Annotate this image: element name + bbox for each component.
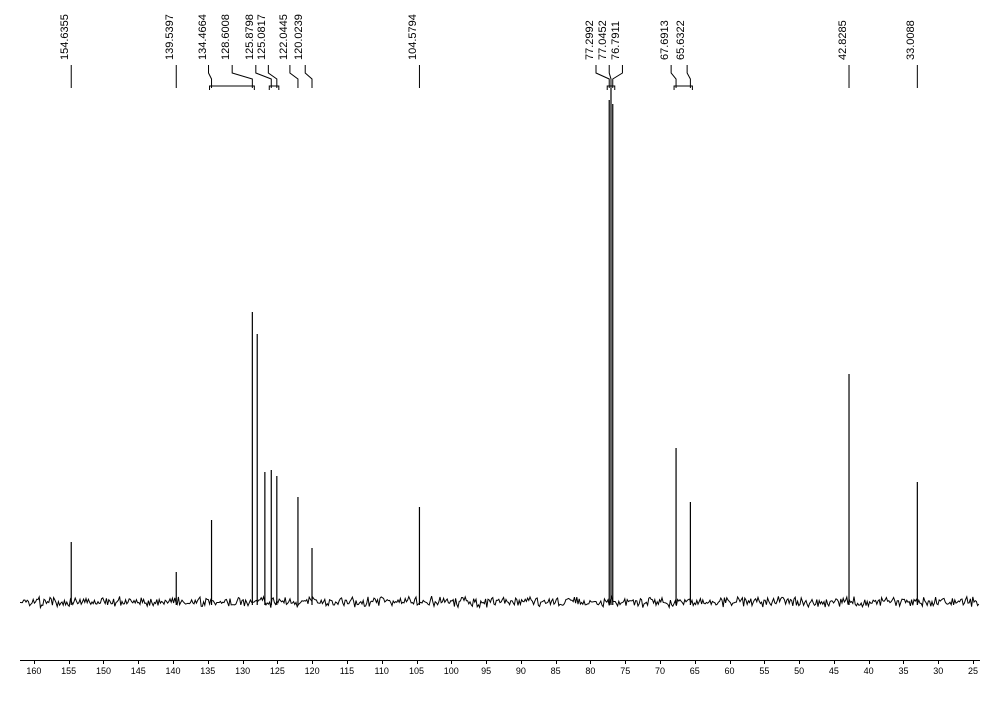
axis-tick-label: 85 (551, 666, 561, 676)
axis-tick (277, 660, 278, 664)
axis-tick (382, 660, 383, 664)
axis-tick (660, 660, 661, 664)
peak-label: 125.0817 (256, 14, 268, 60)
axis-tick-label: 60 (725, 666, 735, 676)
axis-tick-label: 110 (375, 666, 389, 676)
axis-tick (973, 660, 974, 664)
axis-tick-label: 75 (620, 666, 630, 676)
axis-tick-label: 100 (444, 666, 459, 676)
axis-tick-label: 125 (270, 666, 285, 676)
axis-tick-label: 120 (305, 666, 320, 676)
axis-tick-label: 45 (829, 666, 839, 676)
axis-tick-label: 160 (26, 666, 41, 676)
axis-tick (556, 660, 557, 664)
peak-bracket (674, 86, 692, 90)
axis-tick-label: 25 (968, 666, 978, 676)
axis-tick-label: 30 (933, 666, 943, 676)
peak-label: 154.6355 (59, 14, 71, 60)
peak-leader (232, 65, 252, 88)
axis-tick (590, 660, 591, 664)
spectrum-canvas (20, 10, 980, 650)
axis-tick (730, 660, 731, 664)
axis-tick (799, 660, 800, 664)
peak-label: 104.5794 (407, 14, 419, 60)
axis-tick-label: 50 (794, 666, 804, 676)
peak-label: 134.4664 (197, 14, 209, 60)
axis-tick-label: 35 (898, 666, 908, 676)
axis-tick (938, 660, 939, 664)
axis-tick-label: 140 (166, 666, 181, 676)
axis-tick-label: 105 (409, 666, 424, 676)
axis-tick-label: 80 (585, 666, 595, 676)
peak-label: 122.0445 (278, 14, 290, 60)
peak-leader (268, 65, 276, 88)
axis-tick-label: 150 (96, 666, 111, 676)
peak-label: 76.7911 (610, 21, 622, 60)
peak-label: 139.5397 (164, 14, 176, 60)
nmr-spectrum: 154.6355 139.5397 134.4664 128.6008 125.8798… (20, 10, 980, 650)
axis-tick (451, 660, 452, 664)
peak-leader (305, 65, 312, 88)
axis-tick (208, 660, 209, 664)
peak-bracket (269, 86, 279, 90)
peak-leader (596, 65, 609, 88)
peak-label: 42.8285 (837, 20, 849, 60)
axis-tick-label: 90 (516, 666, 526, 676)
axis-tick (312, 660, 313, 664)
peak-label: 128.6008 (220, 14, 232, 60)
axis-tick (764, 660, 765, 664)
noise-baseline (20, 596, 979, 608)
peak-label: 120.0239 (293, 14, 305, 60)
axis-tick (834, 660, 835, 664)
axis-tick (243, 660, 244, 664)
axis-tick (138, 660, 139, 664)
axis-tick (173, 660, 174, 664)
axis-tick-label: 40 (864, 666, 874, 676)
axis-tick (903, 660, 904, 664)
axis-line (20, 660, 980, 661)
axis-tick (521, 660, 522, 664)
axis-tick-label: 145 (131, 666, 146, 676)
peak-leader (290, 65, 298, 88)
axis-tick-label: 135 (200, 666, 215, 676)
axis-tick (486, 660, 487, 664)
peak-label: 33.0088 (905, 20, 917, 60)
axis-tick-label: 70 (655, 666, 665, 676)
peak-leader (671, 65, 676, 88)
axis-tick (417, 660, 418, 664)
peak-label: 77.0452 (597, 20, 609, 60)
axis-tick-label: 115 (340, 666, 354, 676)
peak-label: 125.8798 (244, 14, 256, 60)
axis-tick-label: 130 (235, 666, 250, 676)
axis-tick (625, 660, 626, 664)
peak-leader (256, 65, 271, 88)
axis-tick-label: 65 (690, 666, 700, 676)
peak-leader (209, 65, 212, 88)
axis-tick-label: 55 (759, 666, 769, 676)
axis-tick (695, 660, 696, 664)
axis-tick (869, 660, 870, 664)
x-axis: 160 155 150 145 140 135 130 125 120 115 110 105 100 9… (20, 660, 980, 690)
axis-tick (347, 660, 348, 664)
peak-leader (613, 65, 623, 88)
axis-tick-label: 95 (481, 666, 491, 676)
axis-tick (69, 660, 70, 664)
peak-leader (687, 65, 690, 88)
peak-bracket (210, 86, 255, 90)
axis-tick (103, 660, 104, 664)
peak-label: 77.2992 (584, 20, 596, 60)
axis-tick-label: 155 (61, 666, 76, 676)
axis-tick (34, 660, 35, 664)
peak-label: 65.6322 (675, 20, 687, 60)
peak-label: 67.6913 (659, 20, 671, 60)
